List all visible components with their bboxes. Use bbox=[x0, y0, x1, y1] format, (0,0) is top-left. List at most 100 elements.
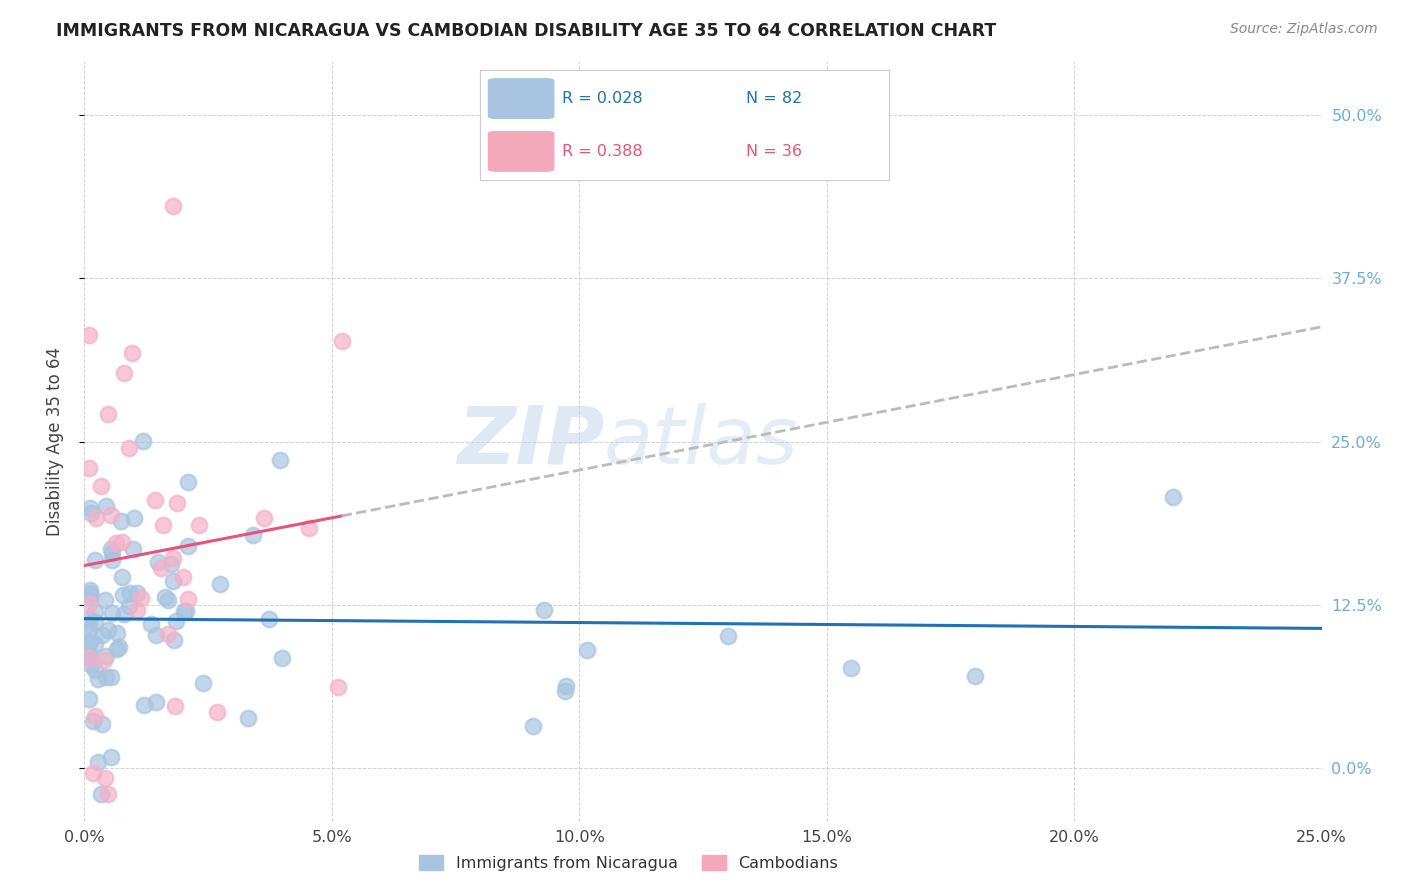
Point bbox=[177, 475, 200, 490]
Point bbox=[177, 539, 200, 553]
Point bbox=[118, 441, 141, 455]
Point bbox=[173, 604, 195, 618]
Point bbox=[100, 553, 122, 567]
Point bbox=[205, 705, 228, 719]
Point bbox=[101, 546, 124, 560]
Point bbox=[162, 551, 184, 566]
Point bbox=[93, 593, 115, 607]
Point bbox=[125, 603, 148, 617]
Point bbox=[100, 508, 122, 523]
Point bbox=[208, 576, 231, 591]
Point bbox=[84, 511, 107, 525]
Point bbox=[177, 592, 200, 607]
Point bbox=[152, 518, 174, 533]
Point bbox=[87, 673, 110, 687]
Legend: Immigrants from Nicaragua, Cambodians: Immigrants from Nicaragua, Cambodians bbox=[413, 848, 845, 877]
Point bbox=[100, 749, 122, 764]
Point bbox=[101, 606, 124, 620]
Point bbox=[129, 591, 152, 606]
Point bbox=[191, 676, 214, 690]
Point bbox=[84, 615, 107, 629]
Point bbox=[80, 658, 103, 673]
Text: atlas: atlas bbox=[605, 402, 799, 481]
Point bbox=[111, 534, 134, 549]
Point bbox=[80, 506, 103, 520]
Point bbox=[270, 651, 292, 665]
Point bbox=[100, 541, 122, 556]
Point bbox=[122, 541, 145, 556]
Point bbox=[105, 535, 128, 549]
Point bbox=[554, 683, 576, 698]
Point bbox=[298, 521, 321, 535]
Point bbox=[84, 637, 107, 651]
Point bbox=[132, 698, 155, 712]
Text: Source: ZipAtlas.com: Source: ZipAtlas.com bbox=[1230, 22, 1378, 37]
Point bbox=[162, 574, 184, 589]
Point bbox=[554, 679, 576, 693]
Point bbox=[165, 614, 187, 628]
Point bbox=[79, 327, 101, 342]
Point bbox=[79, 691, 101, 706]
Point bbox=[122, 510, 145, 524]
Point bbox=[165, 698, 187, 713]
Y-axis label: Disability Age 35 to 64: Disability Age 35 to 64 bbox=[45, 347, 63, 536]
Point bbox=[172, 570, 194, 584]
Point bbox=[79, 612, 101, 626]
Point bbox=[94, 649, 117, 664]
Point bbox=[96, 500, 118, 514]
Point bbox=[127, 585, 149, 599]
Point bbox=[79, 589, 101, 603]
Text: ZIP: ZIP bbox=[457, 402, 605, 481]
Point bbox=[84, 708, 107, 723]
Point bbox=[174, 604, 197, 618]
Point bbox=[162, 199, 184, 213]
Point bbox=[1161, 490, 1184, 504]
Point bbox=[330, 334, 353, 348]
Point bbox=[90, 717, 112, 731]
Point bbox=[533, 602, 555, 616]
Point bbox=[82, 765, 104, 780]
Point bbox=[132, 434, 155, 449]
Point bbox=[242, 528, 264, 542]
Point bbox=[79, 625, 101, 640]
Point bbox=[79, 648, 101, 662]
Point bbox=[269, 452, 291, 467]
Point bbox=[83, 606, 105, 620]
Point bbox=[79, 501, 101, 516]
Point bbox=[97, 788, 120, 802]
Point bbox=[145, 695, 167, 709]
Point bbox=[91, 628, 114, 642]
Point bbox=[79, 586, 101, 600]
Point bbox=[79, 650, 101, 665]
Point bbox=[107, 640, 129, 654]
Point bbox=[83, 553, 105, 567]
Point bbox=[326, 680, 349, 694]
Point bbox=[90, 479, 112, 493]
Point bbox=[166, 496, 188, 510]
Point bbox=[257, 612, 280, 626]
Point bbox=[97, 407, 120, 421]
Point bbox=[236, 711, 259, 725]
Point bbox=[105, 642, 128, 657]
Point bbox=[156, 626, 179, 640]
Point bbox=[87, 755, 110, 769]
Point bbox=[93, 653, 115, 667]
Point bbox=[112, 588, 135, 602]
Point bbox=[110, 514, 132, 528]
Point bbox=[575, 643, 598, 657]
Point bbox=[160, 558, 183, 572]
Point bbox=[79, 617, 101, 632]
Point bbox=[163, 633, 186, 648]
Point bbox=[84, 663, 107, 677]
Point bbox=[145, 492, 167, 507]
Point bbox=[79, 591, 101, 605]
Point bbox=[155, 590, 177, 604]
Point bbox=[82, 714, 104, 728]
Point bbox=[79, 582, 101, 597]
Point bbox=[79, 635, 101, 649]
Point bbox=[96, 670, 118, 684]
Point bbox=[121, 346, 143, 360]
Point bbox=[253, 511, 276, 525]
Point bbox=[79, 633, 101, 648]
Point bbox=[111, 569, 134, 583]
